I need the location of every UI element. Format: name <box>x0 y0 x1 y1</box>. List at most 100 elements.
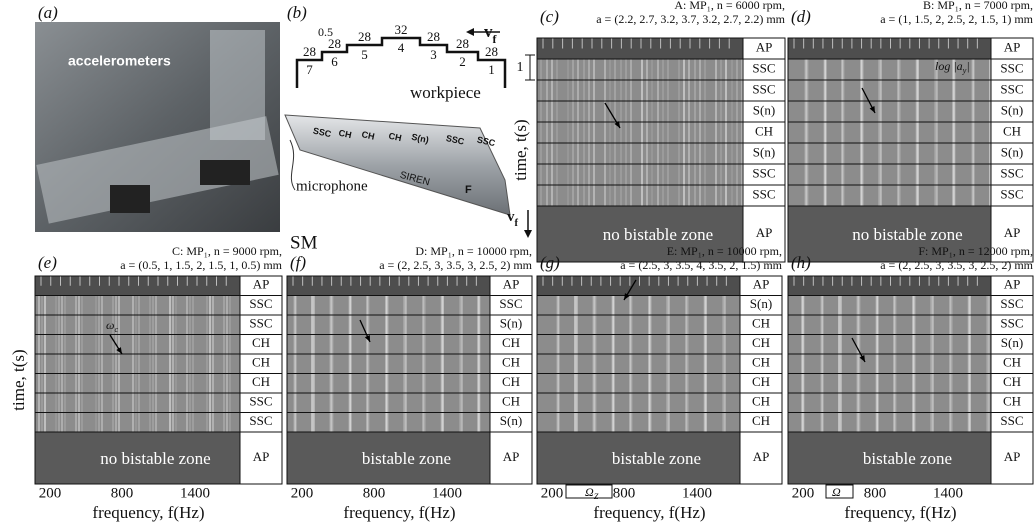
segment-width: 28 <box>456 36 469 51</box>
row-label: CH <box>502 374 520 389</box>
row-label: CH <box>502 335 520 350</box>
panel-label: (f) <box>290 253 306 272</box>
x-tick-label: 800 <box>613 485 636 501</box>
x-axis-label: frequency, f(Hz) <box>92 503 204 522</box>
row-label: CH <box>252 374 270 389</box>
panel-title: a = (2.2, 2.7, 3.2, 3.7, 3.2, 2.7, 2.2) … <box>596 12 785 26</box>
row-label: S(n) <box>500 413 522 428</box>
panel-title: B: MP₁, n = 7000 rpm, <box>923 0 1033 12</box>
x-tick-label: 1400 <box>682 485 712 501</box>
row-label: CH <box>502 355 520 370</box>
row-label: CH <box>252 335 270 350</box>
zone-label: no bistable zone <box>852 225 962 244</box>
panel-annotation-sub: Z <box>594 492 599 501</box>
row-label: AP <box>503 449 520 464</box>
segment-number: 1 <box>488 62 495 77</box>
row-label: S(n) <box>750 296 772 311</box>
x-tick-label: 1400 <box>180 485 210 501</box>
feed-down-arrowhead <box>524 230 532 238</box>
panel-annotation-base: ω <box>106 318 114 332</box>
row-label: CH <box>1003 374 1021 389</box>
segment-width: 32 <box>395 22 408 37</box>
row-label: CH <box>252 355 270 370</box>
row-label: SSC <box>1000 186 1023 201</box>
photo-annotation: accelerometers <box>68 53 171 69</box>
workpiece-label: workpiece <box>410 83 481 102</box>
feed-down-label-sub: f <box>515 218 519 229</box>
row-label: SSC <box>249 413 272 428</box>
segment-number: 2 <box>459 54 466 69</box>
x-tick-label: 800 <box>864 485 887 501</box>
spectrogram-ap <box>537 38 743 59</box>
row-label: AP <box>1004 277 1021 292</box>
panel-annotation: ΩZ <box>585 485 599 502</box>
x-tick-label: 200 <box>39 485 62 501</box>
panel-annotation-base: Ω <box>832 485 841 499</box>
panel-title: a = (2, 2.5, 3, 3.5, 3, 2.5, 2) mm <box>379 258 532 272</box>
step-depth: 0.5 <box>318 25 333 39</box>
row-label: CH <box>1003 123 1021 138</box>
row-label: AP <box>1004 225 1021 240</box>
row-label: SSC <box>752 81 775 96</box>
row-label: SSC <box>249 394 272 409</box>
zone-label: bistable zone <box>863 449 952 468</box>
panel-title: a = (2, 2.5, 3, 3.5, 3, 2.5, 2) mm <box>880 258 1033 272</box>
row-label: SSC <box>752 60 775 75</box>
row-label: AP <box>1004 39 1021 54</box>
photo-spindle <box>210 30 265 140</box>
panel-label: (h) <box>791 253 811 272</box>
row-label: CH <box>752 335 770 350</box>
segment-width: 28 <box>303 44 316 59</box>
row-label: SSC <box>1000 296 1023 311</box>
row-label: AP <box>253 277 270 292</box>
row-label: SSC <box>752 165 775 180</box>
photo-clamp <box>200 160 250 185</box>
segment-number: 6 <box>331 54 338 69</box>
row-label: CH <box>1003 394 1021 409</box>
panel-label: (g) <box>540 253 560 272</box>
row-label: SSC <box>752 186 775 201</box>
panel-label: (e) <box>38 253 57 272</box>
x-tick-label: 200 <box>541 485 564 501</box>
row-label: SSC <box>249 296 272 311</box>
mic-lead <box>290 140 295 190</box>
row-label: S(n) <box>1001 144 1023 159</box>
segment-number: 7 <box>306 62 313 77</box>
zone-label: bistable zone <box>362 449 451 468</box>
feed-down-label: vf <box>507 209 519 228</box>
spectrogram-ap <box>788 38 991 59</box>
row-label: SSC <box>249 316 272 331</box>
row-label: S(n) <box>1001 102 1023 117</box>
segment-number: 5 <box>361 47 368 62</box>
microphone-label: microphone <box>296 178 368 194</box>
row-label: AP <box>753 277 770 292</box>
row-label: S(n) <box>1001 335 1023 350</box>
row-label: CH <box>1003 355 1021 370</box>
row-label: AP <box>253 449 270 464</box>
panel-label: (b) <box>287 3 307 22</box>
x-tick-label: 200 <box>291 485 314 501</box>
x-tick-label: 800 <box>363 485 386 501</box>
spectrogram-ap <box>287 276 490 296</box>
row-label: SSC <box>1000 316 1023 331</box>
row-label: SSC <box>1000 413 1023 428</box>
panel-title: E: MP₁, n = 10000 rpm, <box>667 244 782 258</box>
spectrogram-ap <box>537 276 740 296</box>
row-label: CH <box>752 355 770 370</box>
x-tick-label: 200 <box>792 485 815 501</box>
panel-title: a = (1, 1.5, 2, 2.5, 2, 1.5, 1) mm <box>880 12 1033 26</box>
row-label: CH <box>752 374 770 389</box>
workpiece-mark: F <box>465 184 472 196</box>
zone-label: no bistable zone <box>603 225 713 244</box>
segment-number: 3 <box>430 47 437 62</box>
x-tick-label: 1400 <box>432 485 462 501</box>
row-label: AP <box>753 449 770 464</box>
panel-title: a = (2.5, 3, 3.5, 4, 3.5, 2, 1.5) mm <box>620 258 782 272</box>
panel-label: (a) <box>38 3 58 22</box>
row-label: S(n) <box>500 316 522 331</box>
y-axis-label: time, t(s) <box>9 349 28 410</box>
row-label: AP <box>756 225 773 240</box>
segment-width: 28 <box>358 29 371 44</box>
row-label: AP <box>1004 449 1021 464</box>
zone-label: bistable zone <box>612 449 701 468</box>
